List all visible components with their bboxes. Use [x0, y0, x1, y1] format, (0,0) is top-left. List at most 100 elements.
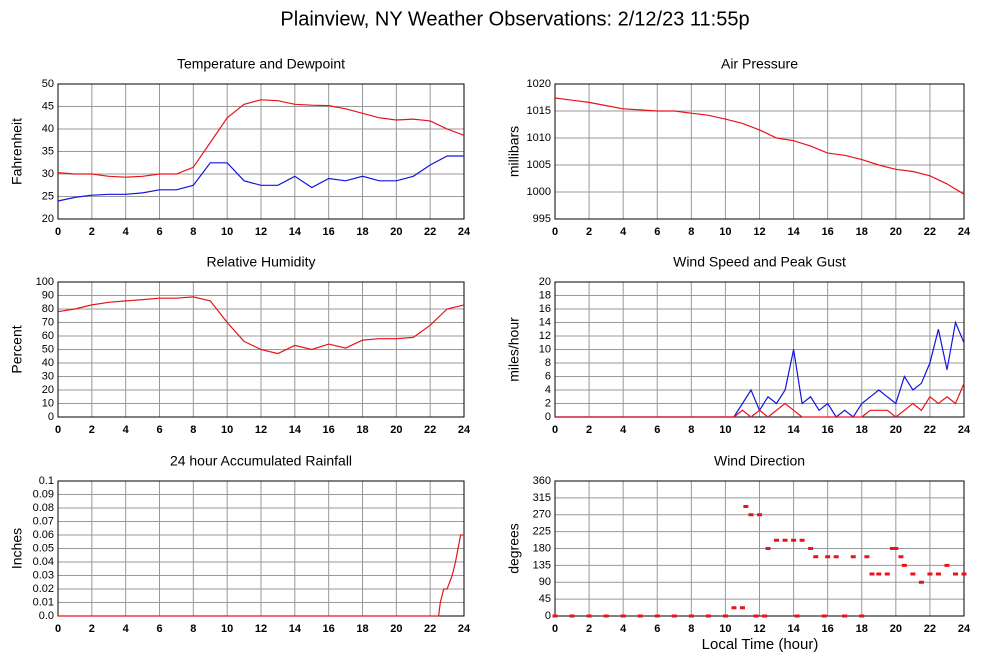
y-tick-label: 18	[539, 289, 551, 301]
y-tick-label: 270	[533, 509, 551, 521]
y-tick-label: 0.07	[33, 515, 54, 527]
x-tick-label: 6	[156, 226, 162, 238]
data-point	[961, 572, 967, 576]
y-axis-label: Fahrenheit	[9, 118, 25, 185]
data-point	[762, 614, 768, 618]
data-point	[910, 572, 916, 576]
data-point	[722, 614, 728, 618]
x-tick-label: 4	[123, 424, 130, 436]
y-tick-label: 180	[533, 542, 551, 554]
y-tick-label: 1000	[527, 186, 551, 198]
x-tick-label: 8	[190, 424, 196, 436]
x-tick-label: 22	[924, 424, 936, 436]
x-tick-label: 16	[822, 226, 834, 238]
x-tick-label: 10	[719, 623, 731, 635]
data-point	[705, 614, 711, 618]
y-tick-label: 0.05	[33, 542, 54, 554]
chart-title: Relative Humidity	[207, 254, 316, 270]
y-tick-label: 100	[36, 276, 54, 288]
y-tick-label: 0.02	[33, 583, 54, 595]
y-axis-label: millibars	[506, 126, 522, 177]
x-tick-label: 18	[856, 226, 868, 238]
x-tick-label: 8	[190, 226, 196, 238]
x-tick-label: 0	[55, 226, 61, 238]
y-tick-label: 360	[533, 475, 551, 487]
data-point	[808, 547, 814, 550]
x-tick-label: 0	[55, 424, 61, 436]
x-tick-label: 2	[89, 424, 95, 436]
x-tick-label: 10	[719, 424, 731, 436]
x-tick-label: 8	[688, 226, 694, 238]
data-point	[918, 580, 924, 584]
x-tick-label: 20	[890, 424, 902, 436]
data-point	[884, 572, 890, 576]
x-tick-label: 24	[958, 424, 971, 436]
y-tick-label: 40	[42, 123, 54, 135]
data-point	[825, 555, 831, 559]
y-tick-label: 50	[42, 343, 54, 355]
data-point	[782, 538, 788, 542]
data-point	[688, 614, 694, 618]
y-tick-label: 20	[42, 213, 54, 225]
data-point	[671, 614, 677, 618]
x-tick-label: 8	[688, 424, 694, 436]
y-tick-label: 0.08	[33, 502, 54, 514]
x-tick-label: 20	[890, 226, 902, 238]
y-tick-label: 315	[533, 492, 551, 504]
x-tick-label: 6	[156, 424, 162, 436]
x-tick-label: 18	[856, 424, 868, 436]
y-tick-label: 45	[42, 100, 54, 112]
data-point	[952, 572, 958, 576]
data-point	[898, 555, 904, 559]
data-line	[554, 97, 965, 195]
y-tick-label: 0	[545, 411, 551, 423]
plot-frame	[57, 83, 465, 220]
y-tick-label: 35	[42, 145, 54, 157]
data-line	[555, 383, 965, 418]
data-line	[57, 296, 465, 355]
x-tick-label: 8	[688, 623, 694, 635]
x-tick-label: 16	[323, 424, 335, 436]
x-tick-label: 20	[390, 226, 402, 238]
data-point	[859, 614, 865, 618]
x-tick-label: 12	[753, 623, 765, 635]
x-tick-label: 4	[123, 623, 130, 635]
chart-title: Temperature and Dewpoint	[177, 56, 345, 72]
x-tick-label: 2	[89, 623, 95, 635]
x-tick-label: 2	[586, 226, 592, 238]
data-point	[869, 572, 875, 576]
x-tick-label: 22	[924, 623, 936, 635]
y-tick-label: 14	[539, 316, 551, 328]
y-axis-label: Percent	[9, 325, 25, 373]
y-tick-label: 30	[42, 370, 54, 382]
y-tick-label: 20	[42, 384, 54, 396]
x-tick-label: 14	[289, 226, 302, 238]
y-tick-label: 16	[539, 303, 551, 315]
x-tick-label: 20	[390, 424, 402, 436]
y-tick-label: 0.09	[33, 488, 54, 500]
x-tick-label: 18	[356, 623, 368, 635]
data-point	[748, 513, 754, 517]
y-tick-label: 135	[533, 559, 551, 571]
x-tick-label: 16	[323, 623, 335, 635]
x-tick-label: 12	[255, 623, 267, 635]
x-tick-label: 6	[156, 623, 162, 635]
data-point	[603, 614, 609, 618]
data-line	[58, 534, 464, 617]
x-tick-label: 2	[586, 424, 592, 436]
y-tick-label: 0	[545, 610, 551, 622]
x-tick-label: 14	[289, 424, 302, 436]
y-tick-label: 0	[48, 411, 54, 423]
x-tick-label: 4	[620, 226, 627, 238]
x-tick-label: 6	[654, 424, 660, 436]
x-tick-label: 16	[822, 424, 834, 436]
data-point	[821, 614, 827, 618]
y-tick-label: 45	[539, 593, 551, 605]
x-tick-label: 4	[620, 623, 627, 635]
data-point	[753, 614, 759, 618]
y-axis-label: miles/hour	[506, 317, 522, 382]
data-point	[731, 606, 737, 610]
x-tick-label: 14	[787, 424, 800, 436]
